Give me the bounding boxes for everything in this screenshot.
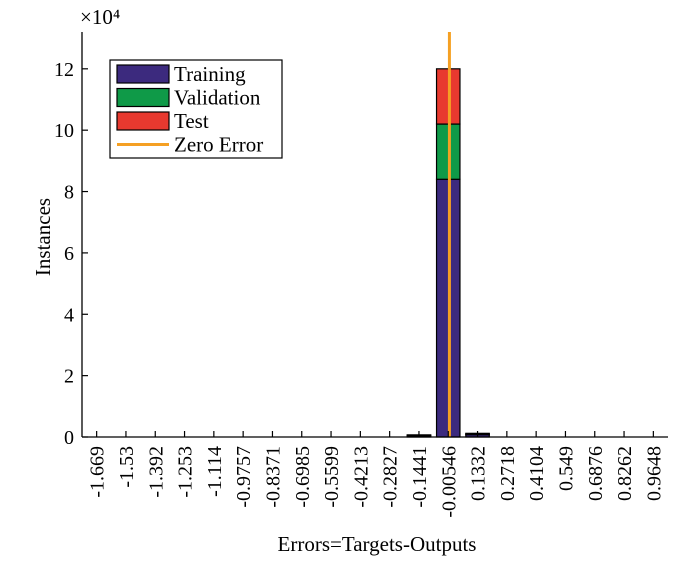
legend-label: Zero Error [174,133,263,157]
x-tick-label: -0.6985 [292,446,314,508]
y-tick-label: 6 [64,243,74,265]
y-tick-label: 8 [64,182,74,204]
legend-label: Training [174,62,246,86]
y-ticks-group: 0 2 4 6 8 10 12 [54,59,88,449]
x-axis-title: Errors=Targets-Outputs [278,532,477,556]
x-tick-label: -0.8371 [262,446,284,508]
y-tick-label: 12 [54,59,74,81]
x-tick-label: -1.392 [145,446,167,498]
y-tick-label: 4 [64,304,74,326]
y-tick-label: 0 [64,427,74,449]
x-tick-label: -1.114 [204,446,226,497]
x-tick-label: -0.9757 [233,446,255,508]
y-multiplier: ×10⁴ [80,5,120,29]
x-tick-label: -1.669 [87,446,109,498]
x-tick-label: 0.4104 [526,446,548,501]
legend-swatch-test [116,111,170,131]
x-tick-label: -0.00546 [438,446,460,518]
axes-group [81,32,668,438]
y-tick-label: 2 [64,366,74,388]
x-tick-label: 0.2718 [497,446,519,501]
x-tick-label: -1.253 [175,446,197,498]
x-tick-label: -0.4213 [350,446,372,508]
x-tick-label: 0.8262 [614,446,636,501]
legend-swatch-training [116,64,170,84]
x-tick-label: 0.6876 [585,446,607,501]
legend-label: Validation [174,86,261,110]
x-tick-label: 0.549 [555,446,577,491]
legend-label: Test [174,109,209,133]
x-tick-label: -0.1441 [409,446,431,508]
x-tick-label: 0.1332 [468,446,490,501]
x-tick-label: -0.5599 [321,446,343,508]
y-tick-label: 10 [54,120,74,142]
legend-swatch-validation [116,87,170,108]
x-tick-label: 0.9648 [643,446,665,501]
x-ticks-group: -1.669 -1.53 -1.392 -1.253 -1.114 -0.9757 -0.8… [87,431,665,518]
y-axis-title: Instances [31,198,55,276]
x-tick-label: -1.53 [116,446,138,488]
x-tick-label: -0.2827 [380,446,402,508]
